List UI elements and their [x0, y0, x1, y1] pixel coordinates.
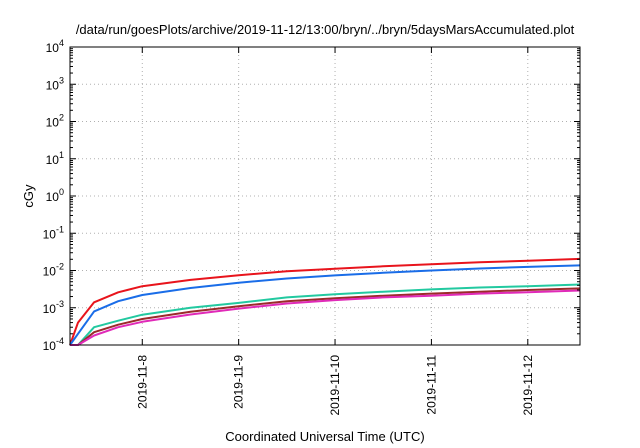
series-group	[69, 257, 581, 346]
y-tick-label: 100	[46, 187, 64, 204]
series-line-4	[70, 287, 581, 346]
series-line-5	[70, 289, 581, 346]
chart-title: /data/run/goesPlots/archive/2019-11-12/1…	[76, 22, 575, 37]
y-tick-label: 104	[46, 38, 64, 55]
y-tick-label: 10-2	[43, 262, 64, 279]
x-tick-label: 2019-11-9	[232, 355, 246, 409]
y-tick-label: 103	[46, 75, 64, 92]
y-tick-label: 10-1	[43, 224, 64, 241]
series-line-1	[69, 257, 581, 346]
y-axis: 10-4 10-3 10-2 10-1 100 101 102 103 104	[43, 38, 580, 353]
y-tick-label: 101	[46, 150, 64, 167]
x-axis: 2019-11-8 2019-11-9 2019-11-10 2019-11-11 20…	[135, 47, 535, 416]
x-tick-label: 2019-11-11	[424, 355, 438, 415]
series-line-2	[69, 264, 581, 346]
x-axis-label: Coordinated Universal Time (UTC)	[225, 429, 424, 444]
x-tick-label: 2019-11-8	[135, 355, 149, 409]
series-line-3	[70, 283, 581, 346]
y-tick-label: 10-4	[43, 336, 64, 353]
y-tick-label: 10-3	[43, 299, 64, 316]
y-tick-label: 102	[46, 113, 64, 130]
y-axis-label: cGy	[21, 184, 36, 208]
x-tick-label: 2019-11-10	[328, 355, 342, 416]
x-tick-label: 2019-11-12	[521, 355, 535, 416]
